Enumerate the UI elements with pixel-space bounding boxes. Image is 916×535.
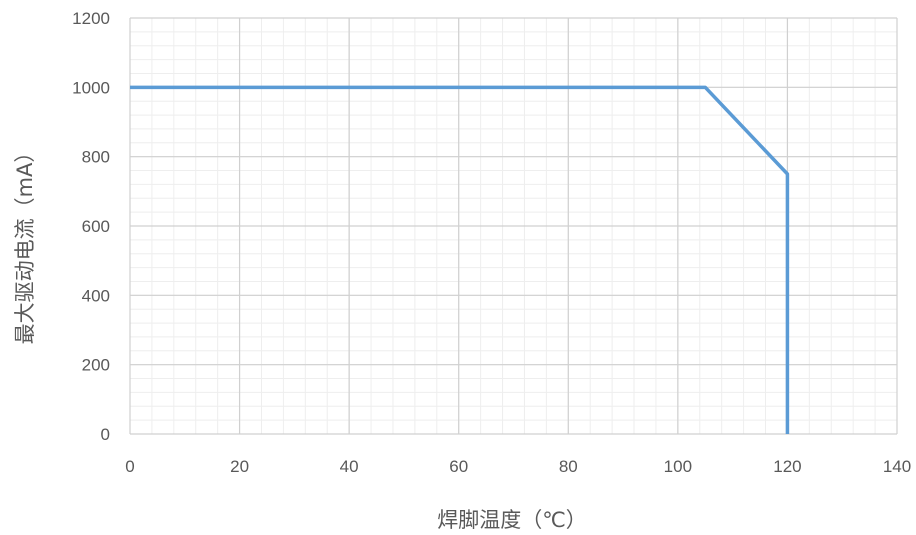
major-grid (129, 17, 898, 435)
x-tick-label: 120 (773, 457, 801, 476)
x-axis-title: 焊脚温度（℃） (437, 508, 587, 532)
x-axis-ticks: 0 20 40 60 80 100 120 140 (125, 457, 911, 476)
x-tick-label: 140 (883, 457, 911, 476)
x-tick-label: 0 (125, 457, 134, 476)
x-tick-label: 80 (559, 457, 578, 476)
y-tick-label: 1200 (72, 9, 110, 28)
x-tick-label: 20 (230, 457, 249, 476)
x-tick-label: 100 (664, 457, 692, 476)
y-axis-title: 最大驱动电流（mA） (13, 142, 37, 345)
x-tick-label: 40 (340, 457, 359, 476)
y-tick-label: 800 (82, 148, 110, 167)
y-tick-label: 400 (82, 286, 110, 305)
y-axis-ticks: 0 200 400 600 800 1000 1200 (72, 9, 110, 444)
y-tick-label: 600 (82, 217, 110, 236)
y-tick-label: 1000 (72, 78, 110, 97)
series-line (130, 85, 790, 434)
x-tick-label: 60 (449, 457, 468, 476)
y-tick-label: 200 (82, 356, 110, 375)
y-tick-label: 0 (101, 425, 110, 444)
series-group (130, 85, 790, 434)
